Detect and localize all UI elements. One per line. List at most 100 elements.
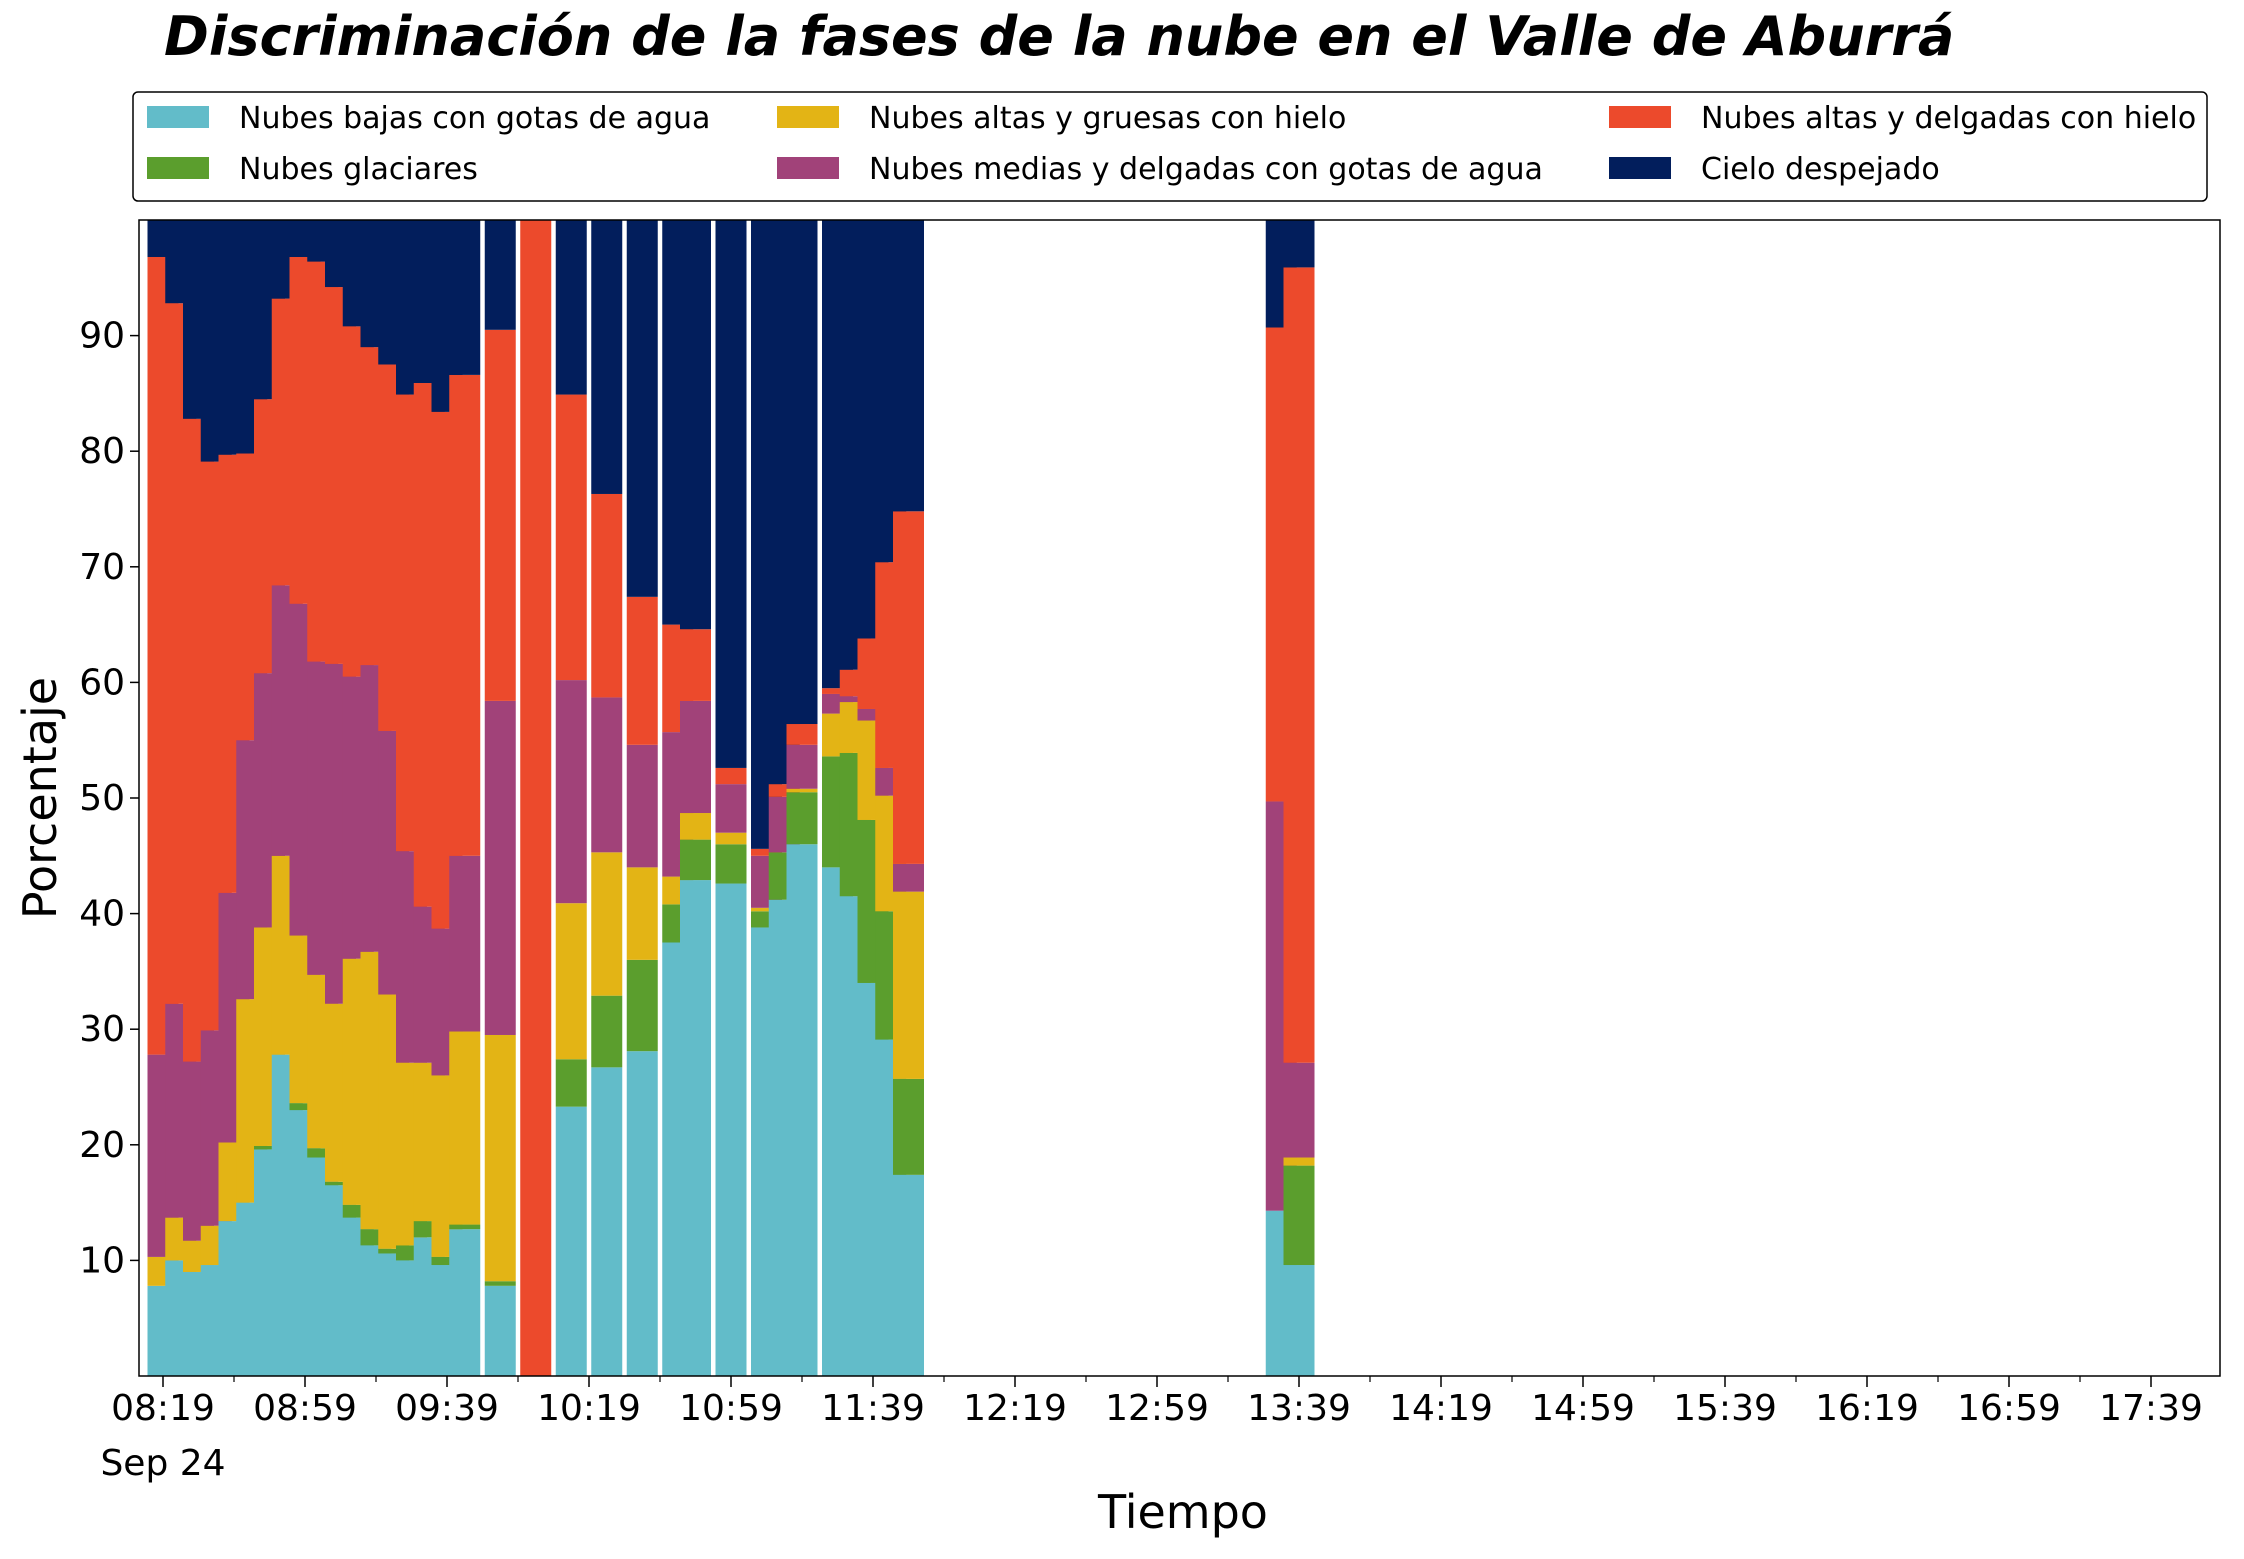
legend-swatch-5 bbox=[1609, 157, 1671, 179]
bars-layer bbox=[147, 220, 1315, 1376]
y-axis: 10 20 30 40 50 60 70 80 90 bbox=[79, 316, 139, 1281]
x-tick-label-1659: 16:59 bbox=[1957, 1388, 2061, 1429]
legend-frame bbox=[132, 91, 2208, 202]
x-tick-label-1539: 15:39 bbox=[1673, 1388, 1777, 1429]
bar-segment-1149-s4 bbox=[893, 511, 924, 864]
bar-segment-0849-s1 bbox=[254, 1145, 285, 1150]
legend-label-3: Nubes medias y delgadas con gotas de agu… bbox=[869, 152, 1543, 187]
bar-segment-1119-s0 bbox=[786, 844, 818, 1376]
bar-segment-0944-s3 bbox=[449, 855, 481, 1032]
legend-label-2: Nubes altas y gruesas con hielo bbox=[869, 101, 1346, 136]
bar-segment-0909-s1 bbox=[325, 1181, 356, 1186]
y-tick-label-10: 10 bbox=[79, 1240, 125, 1281]
bar-segment-1014-s3 bbox=[555, 680, 587, 904]
x-tick-label-1419: 14:19 bbox=[1389, 1388, 1493, 1429]
x-tick-label-1619: 16:19 bbox=[1815, 1388, 1919, 1429]
bar-segment-0944-s4 bbox=[449, 374, 481, 856]
bar-segment-1149-s5 bbox=[893, 220, 924, 512]
bar-segment-1014-s1 bbox=[555, 1059, 587, 1107]
legend-swatch-2 bbox=[777, 106, 839, 128]
bar-segment-1024-s3 bbox=[591, 697, 623, 853]
bar-segment-1119-s2 bbox=[786, 788, 818, 793]
y-tick-label-60: 60 bbox=[79, 662, 125, 703]
legend-swatch-0 bbox=[147, 106, 209, 128]
x-tick-label-1339: 13:39 bbox=[1247, 1388, 1351, 1429]
bar-segment-1129-s4 bbox=[822, 688, 853, 694]
bar-segment-1014-s5 bbox=[555, 220, 587, 395]
bar-segment-1059-s2 bbox=[715, 832, 747, 845]
bar-segment-1339-s0 bbox=[1283, 1265, 1315, 1376]
bar-segment-1059-s5 bbox=[715, 220, 747, 768]
legend-label-1: Nubes glaciares bbox=[239, 152, 478, 187]
x-tick-label-0939: 09:39 bbox=[395, 1388, 499, 1429]
legend-label-4: Nubes altas y delgadas con hielo bbox=[1701, 101, 2196, 136]
y-axis-label: Porcentaje bbox=[13, 677, 67, 919]
bar-segment-0944-s0 bbox=[449, 1229, 481, 1376]
legend-swatch-3 bbox=[777, 157, 839, 179]
bar-segment-0944-s1 bbox=[449, 1224, 481, 1230]
x-tick-label-1219: 12:19 bbox=[963, 1388, 1067, 1429]
bar-segment-1119-s1 bbox=[786, 792, 818, 845]
bar-segment-1139-s3 bbox=[857, 708, 889, 721]
bar-segment-1034-s4 bbox=[626, 596, 658, 745]
bar-segment-1109-s2 bbox=[751, 907, 782, 912]
bar-segment-1149-s0 bbox=[893, 1174, 924, 1376]
bar-segment-1024-s1 bbox=[591, 995, 623, 1068]
bar-segment-1049-s5 bbox=[680, 220, 711, 630]
x-date-label: Sep 24 bbox=[100, 1443, 225, 1484]
bar-segment-1014-s0 bbox=[555, 1106, 587, 1376]
bar-segment-1004-s4 bbox=[520, 220, 552, 1376]
y-tick-label-20: 20 bbox=[79, 1125, 125, 1166]
bar-segment-1034-s5 bbox=[626, 220, 658, 597]
y-tick-label-40: 40 bbox=[79, 894, 125, 935]
bar-segment-1049-s4 bbox=[680, 629, 711, 701]
bar-segment-1049-s3 bbox=[680, 700, 711, 814]
bar-segment-1059-s0 bbox=[715, 883, 747, 1376]
bar-segment-0924-s1 bbox=[378, 1248, 410, 1254]
bar-segment-1034-s3 bbox=[626, 744, 658, 868]
y-tick-label-70: 70 bbox=[79, 547, 125, 588]
bar-segment-1119-s5 bbox=[786, 220, 818, 725]
y-tick-label-90: 90 bbox=[79, 316, 125, 357]
bar-segment-1134-s3 bbox=[839, 696, 871, 703]
bar-segment-1149-s1 bbox=[893, 1078, 924, 1175]
bar-segment-1024-s2 bbox=[591, 852, 623, 996]
bar-segment-1034-s0 bbox=[626, 1051, 658, 1376]
x-tick-label-1459: 14:59 bbox=[1531, 1388, 1635, 1429]
x-axis-label: Tiempo bbox=[1097, 1485, 1268, 1539]
bar-segment-1024-s5 bbox=[591, 220, 623, 494]
x-tick-label-1019: 10:19 bbox=[537, 1388, 641, 1429]
legend-label-5: Cielo despejado bbox=[1701, 152, 1940, 187]
bar-segment-1049-s1 bbox=[680, 839, 711, 881]
x-tick-label-0819: 08:19 bbox=[111, 1388, 215, 1429]
bar-segment-1049-s0 bbox=[680, 880, 711, 1376]
bar-segment-0954-s2 bbox=[484, 1034, 516, 1282]
bar-segment-1339-s1 bbox=[1283, 1165, 1315, 1266]
legend-label-0: Nubes bajas con gotas de agua bbox=[239, 101, 710, 136]
x-axis: 08:19 08:59 09:39 10:19 10:59 11:39 12:19 12:59… bbox=[111, 1376, 2203, 1429]
bar-segment-1059-s3 bbox=[715, 784, 747, 833]
bar-segment-0944-s2 bbox=[449, 1031, 481, 1225]
bar-segment-1339-s5 bbox=[1283, 220, 1315, 268]
bar-segment-1339-s3 bbox=[1283, 1062, 1315, 1158]
chart-title: Discriminación de la fases de la nube en… bbox=[164, 5, 1954, 68]
bar-segment-1059-s4 bbox=[715, 767, 747, 785]
legend-swatch-4 bbox=[1609, 106, 1671, 128]
bar-segment-1024-s0 bbox=[591, 1067, 623, 1376]
bar-segment-1339-s4 bbox=[1283, 267, 1315, 1063]
bar-segment-0939-s1 bbox=[431, 1256, 463, 1266]
bar-segment-1149-s3 bbox=[893, 863, 924, 892]
bar-segment-0954-s0 bbox=[484, 1285, 516, 1376]
bar-segment-1049-s2 bbox=[680, 813, 711, 840]
bar-segment-0954-s4 bbox=[484, 329, 516, 701]
bar-segment-1339-s2 bbox=[1283, 1157, 1315, 1166]
bar-segment-0954-s5 bbox=[484, 220, 516, 330]
bar-segment-1119-s4 bbox=[786, 724, 818, 745]
x-tick-label-0859: 08:59 bbox=[253, 1388, 357, 1429]
y-tick-label-30: 30 bbox=[79, 1009, 125, 1050]
bar-segment-0944-s5 bbox=[449, 220, 481, 375]
legend: Nubes bajas con gotas de agua Nubes glaci… bbox=[132, 91, 2208, 202]
x-tick-label-1059: 10:59 bbox=[679, 1388, 783, 1429]
bar-segment-1119-s3 bbox=[786, 744, 818, 789]
